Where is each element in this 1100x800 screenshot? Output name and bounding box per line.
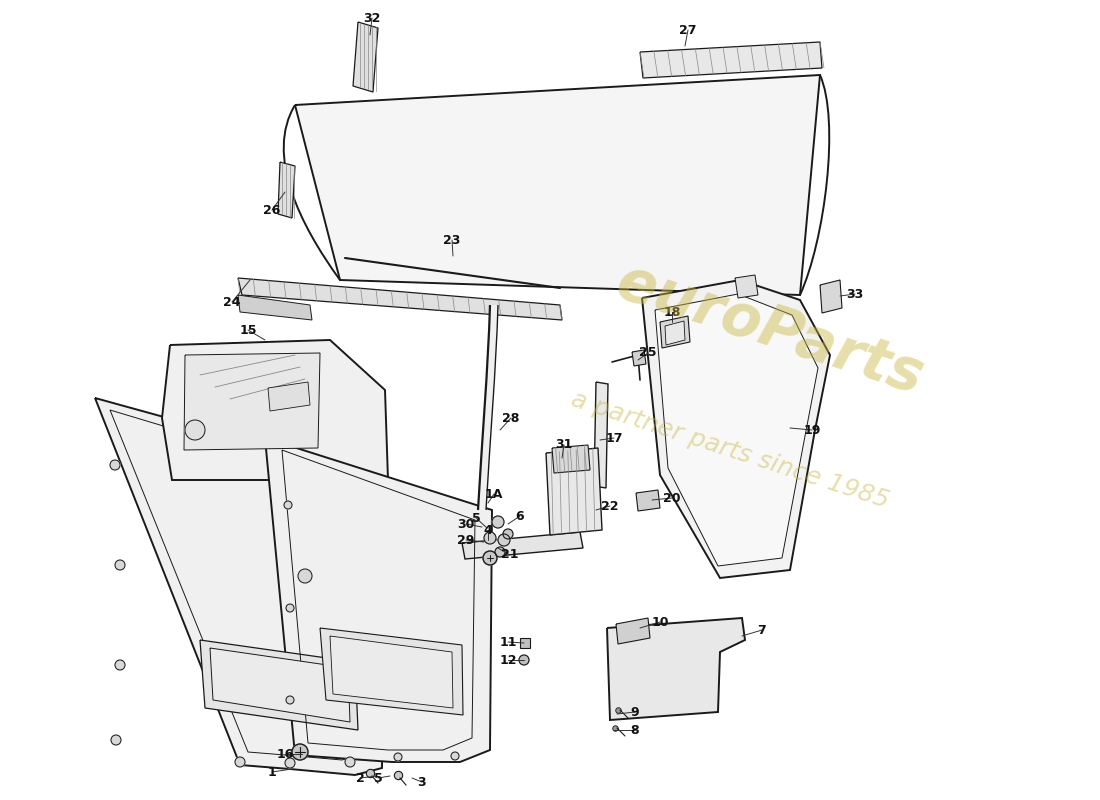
Circle shape (519, 655, 529, 665)
Text: 30: 30 (458, 518, 475, 530)
Circle shape (284, 501, 292, 509)
PathPatch shape (320, 628, 463, 715)
Text: 19: 19 (803, 423, 821, 437)
PathPatch shape (330, 636, 453, 708)
Text: 5: 5 (472, 511, 481, 525)
Text: 23: 23 (443, 234, 461, 246)
Circle shape (285, 758, 295, 768)
Text: 25: 25 (639, 346, 657, 359)
Text: 2: 2 (355, 771, 364, 785)
PathPatch shape (353, 22, 378, 92)
PathPatch shape (478, 305, 498, 510)
PathPatch shape (268, 382, 310, 411)
Circle shape (110, 460, 120, 470)
Text: a partner parts since 1985: a partner parts since 1985 (568, 387, 892, 513)
Circle shape (492, 516, 504, 528)
Circle shape (503, 529, 513, 539)
Text: 27: 27 (680, 23, 696, 37)
PathPatch shape (200, 640, 358, 730)
PathPatch shape (162, 340, 388, 480)
PathPatch shape (642, 280, 830, 578)
PathPatch shape (238, 278, 562, 320)
Text: 16: 16 (276, 747, 294, 761)
PathPatch shape (546, 448, 602, 535)
PathPatch shape (594, 382, 608, 488)
Text: 21: 21 (502, 549, 519, 562)
Text: 17: 17 (605, 431, 623, 445)
PathPatch shape (666, 321, 685, 345)
PathPatch shape (660, 316, 690, 348)
Circle shape (498, 534, 510, 546)
Text: 5: 5 (374, 771, 383, 785)
Circle shape (286, 604, 294, 612)
Circle shape (286, 696, 294, 704)
PathPatch shape (607, 618, 745, 720)
Text: 7: 7 (758, 623, 767, 637)
PathPatch shape (238, 295, 312, 320)
Text: 29: 29 (458, 534, 475, 546)
PathPatch shape (265, 438, 492, 762)
PathPatch shape (184, 353, 320, 450)
Circle shape (292, 744, 308, 760)
PathPatch shape (210, 648, 350, 722)
Circle shape (451, 752, 459, 760)
Text: 3: 3 (418, 775, 427, 789)
Text: 15: 15 (240, 323, 256, 337)
Circle shape (484, 532, 496, 544)
Text: 32: 32 (363, 11, 381, 25)
Text: 1A: 1A (485, 487, 503, 501)
PathPatch shape (636, 490, 660, 511)
PathPatch shape (632, 350, 646, 366)
Text: euroParts: euroParts (609, 254, 931, 406)
PathPatch shape (735, 275, 758, 298)
Text: 8: 8 (630, 723, 639, 737)
Text: 33: 33 (846, 287, 864, 301)
Circle shape (298, 569, 312, 583)
PathPatch shape (654, 294, 818, 566)
Text: 9: 9 (630, 706, 639, 718)
PathPatch shape (462, 532, 583, 559)
PathPatch shape (295, 75, 820, 295)
Circle shape (483, 551, 497, 565)
Circle shape (185, 420, 205, 440)
Circle shape (116, 560, 125, 570)
Circle shape (394, 753, 402, 761)
PathPatch shape (278, 162, 295, 218)
Text: 12: 12 (499, 654, 517, 666)
Text: 1: 1 (267, 766, 276, 778)
Text: 10: 10 (651, 615, 669, 629)
Text: 20: 20 (663, 491, 681, 505)
Text: 4: 4 (484, 523, 493, 537)
Circle shape (345, 757, 355, 767)
PathPatch shape (616, 618, 650, 644)
PathPatch shape (820, 280, 842, 313)
PathPatch shape (640, 42, 822, 78)
Text: 24: 24 (223, 295, 241, 309)
Text: 6: 6 (516, 510, 525, 522)
Circle shape (111, 735, 121, 745)
Text: 22: 22 (602, 499, 618, 513)
Circle shape (116, 660, 125, 670)
Text: 11: 11 (499, 635, 517, 649)
Circle shape (292, 749, 299, 757)
PathPatch shape (552, 445, 590, 473)
Text: 31: 31 (556, 438, 573, 451)
Text: 18: 18 (663, 306, 681, 318)
Text: 28: 28 (503, 411, 519, 425)
Circle shape (495, 547, 505, 557)
PathPatch shape (95, 398, 385, 775)
Text: 26: 26 (263, 203, 280, 217)
Circle shape (235, 757, 245, 767)
